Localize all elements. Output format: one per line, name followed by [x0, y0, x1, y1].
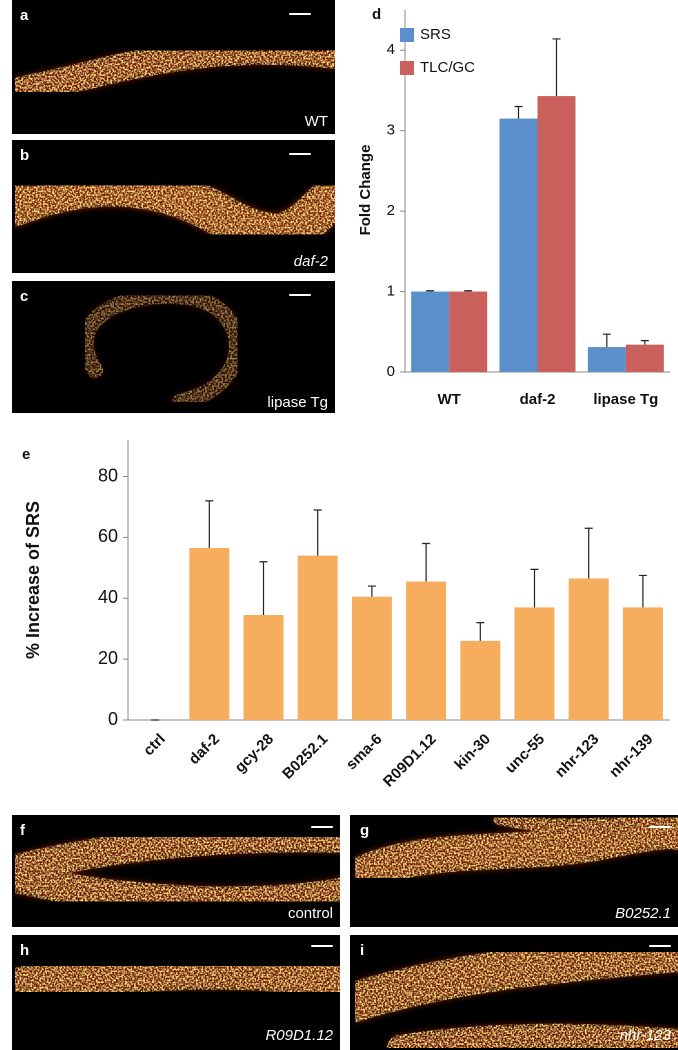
- error-bar: [514, 105, 523, 119]
- panel-letter: f: [20, 822, 26, 839]
- x-tick-label: gcy-28: [232, 731, 278, 777]
- legend-label: TLC/GC: [420, 59, 475, 76]
- x-tick-label: kin-30: [451, 731, 494, 774]
- error-bar: [313, 509, 322, 556]
- panel-letter: e: [22, 446, 30, 463]
- y-tick-label: 1: [387, 283, 395, 300]
- y-axis-label: % Increase of SRS: [23, 501, 43, 659]
- error-bar: [259, 561, 268, 615]
- bar: [537, 96, 576, 372]
- bar: [243, 615, 284, 720]
- image-caption: WT: [305, 113, 328, 130]
- bar: [297, 555, 338, 720]
- image-caption: R09D1.12: [265, 1027, 333, 1044]
- error-bar: [602, 333, 611, 348]
- x-tick-label: R09D1.12: [380, 731, 440, 791]
- panel-letter: c: [20, 288, 28, 305]
- legend-label: SRS: [420, 26, 451, 43]
- bar: [351, 596, 392, 720]
- error-bar: [426, 290, 435, 292]
- x-tick-label: nhr-123: [552, 731, 602, 781]
- image-caption: lipase Tg: [267, 394, 328, 411]
- error-bar: [638, 574, 647, 608]
- x-tick-label: nhr-139: [606, 731, 656, 781]
- error-bar: [464, 290, 473, 292]
- bar: [499, 118, 538, 372]
- bar: [189, 548, 230, 720]
- panel-letter: h: [20, 942, 29, 959]
- x-tick-label: ctrl: [140, 731, 169, 760]
- y-tick-label: 4: [387, 41, 395, 58]
- y-tick-label: 80: [98, 465, 118, 485]
- x-tick-label: unc-55: [502, 731, 548, 777]
- micrographs: [12, 0, 678, 1050]
- y-tick-label: 2: [387, 202, 395, 219]
- y-tick-label: 0: [108, 709, 118, 729]
- bar: [568, 578, 609, 720]
- y-tick-label: 60: [98, 526, 118, 546]
- x-tick-label: B0252.1: [279, 731, 331, 783]
- bar: [625, 344, 664, 372]
- panel-letter: d: [372, 6, 381, 23]
- bar: [449, 291, 488, 372]
- bar: [460, 640, 501, 720]
- x-tick-label: daf-2: [520, 391, 556, 408]
- error-bar: [367, 585, 376, 597]
- error-bar: [584, 527, 593, 579]
- y-tick-label: 20: [98, 648, 118, 668]
- panel-letter: a: [20, 7, 29, 24]
- error-bar: [422, 542, 431, 582]
- y-axis-label: Fold Change: [357, 145, 374, 236]
- error-bar: [640, 340, 649, 345]
- image-caption: control: [288, 905, 333, 922]
- bar: [622, 607, 663, 720]
- y-tick-label: 3: [387, 122, 395, 139]
- image-caption: B0252.1: [615, 905, 671, 922]
- legend-swatch: [400, 28, 414, 42]
- x-tick-label: lipase Tg: [593, 391, 658, 408]
- panel-letter: b: [20, 147, 29, 164]
- x-tick-label: daf-2: [186, 731, 223, 768]
- bar: [514, 607, 555, 720]
- panel-letter: i: [360, 942, 364, 959]
- y-tick-label: 40: [98, 587, 118, 607]
- error-bar: [552, 38, 561, 97]
- x-tick-label: WT: [438, 391, 461, 408]
- error-bar: [476, 622, 485, 641]
- legend-swatch: [400, 61, 414, 75]
- y-tick-label: 0: [387, 363, 395, 380]
- x-tick-label: sma-6: [343, 731, 386, 774]
- image-caption: nhr-123: [620, 1027, 672, 1044]
- image-caption: daf-2: [294, 253, 329, 270]
- bar: [587, 347, 626, 372]
- bar: [411, 291, 450, 372]
- error-bar: [530, 568, 539, 608]
- bar: [406, 581, 447, 720]
- panel-letter: g: [360, 822, 369, 839]
- error-bar: [205, 500, 214, 549]
